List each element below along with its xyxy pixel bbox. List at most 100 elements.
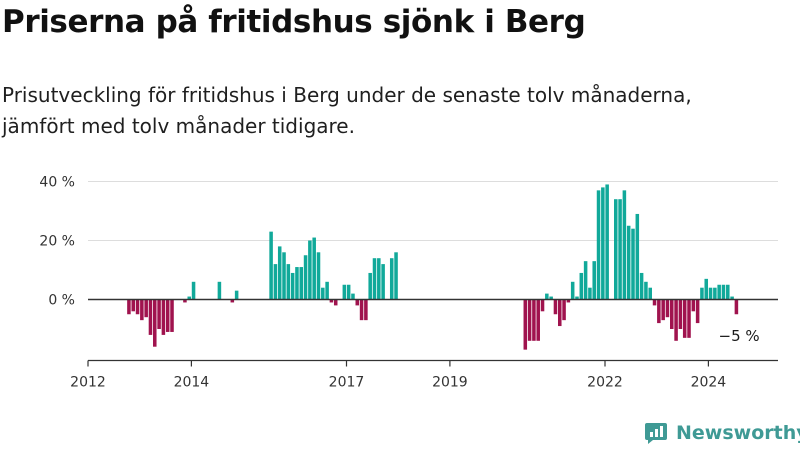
bar (127, 299, 131, 315)
bar (368, 272, 372, 300)
bar (290, 272, 295, 300)
bar (523, 299, 528, 350)
bar (665, 299, 670, 318)
bar (131, 299, 135, 312)
bar (230, 299, 235, 303)
bar (532, 299, 536, 341)
bar (674, 299, 678, 341)
bar (527, 299, 532, 341)
bar (558, 299, 562, 327)
bar (700, 287, 704, 300)
bar (549, 296, 553, 300)
chart-subtitle: Prisutveckling för fritidshus i Berg und… (2, 80, 792, 142)
bar (372, 258, 377, 300)
bar (545, 293, 549, 300)
bar (648, 287, 652, 300)
bar (583, 261, 588, 300)
bar (303, 255, 308, 300)
bar (217, 281, 222, 300)
bar (575, 296, 579, 300)
bar (588, 287, 592, 300)
bar (364, 299, 368, 321)
bar (601, 187, 605, 300)
bar (333, 299, 338, 306)
subtitle-line-1: Prisutveckling för fritidshus i Berg und… (2, 83, 692, 107)
bar (170, 299, 174, 332)
bar (394, 252, 398, 300)
bar (325, 281, 329, 300)
newsworthy-logo-icon (645, 423, 667, 444)
y-tick-label: 40 % (39, 175, 75, 191)
x-tick-label: 2017 (329, 375, 365, 391)
bar (622, 190, 627, 300)
bar (312, 237, 316, 300)
bar (713, 287, 717, 300)
bar (618, 199, 622, 300)
bar (596, 190, 601, 300)
x-tick-label: 2024 (691, 375, 727, 391)
bar (389, 258, 394, 300)
bar (678, 299, 683, 329)
bar (351, 293, 355, 300)
bar (717, 284, 721, 300)
bar (734, 299, 739, 315)
bar (148, 299, 153, 335)
bar (726, 284, 730, 300)
bar (377, 258, 381, 300)
bar (566, 299, 571, 303)
bar (135, 299, 140, 315)
bar (553, 299, 558, 315)
x-tick-label: 2022 (587, 375, 623, 391)
bar (708, 287, 713, 300)
bar (161, 299, 166, 335)
bar (277, 246, 282, 300)
bar (695, 299, 700, 324)
bar (661, 299, 665, 321)
x-tick-label: 2014 (174, 375, 210, 391)
bar (687, 299, 691, 338)
x-tick-label: 2012 (70, 375, 106, 391)
bar (316, 252, 321, 300)
bar (144, 299, 148, 318)
bar (730, 296, 734, 300)
bar (183, 299, 187, 303)
bar (592, 261, 596, 300)
bar (286, 264, 291, 300)
bar (540, 299, 545, 312)
bar (626, 225, 631, 300)
bar (639, 272, 644, 300)
subtitle-line-2: jämfört med tolv månader tidigare. (2, 114, 355, 138)
bar (191, 281, 196, 300)
bar (657, 299, 661, 324)
bar (308, 240, 312, 300)
bar (234, 290, 239, 300)
bar (614, 199, 618, 300)
y-tick-label: 20 % (39, 234, 75, 250)
bar (157, 299, 161, 329)
bar (691, 299, 696, 312)
x-tick-label: 2019 (432, 375, 468, 391)
y-tick-label: 0 % (48, 293, 75, 309)
bar (579, 272, 584, 300)
bar (652, 299, 657, 306)
bar (359, 299, 364, 321)
bar (187, 296, 192, 300)
bar (342, 284, 347, 300)
bar (299, 267, 304, 300)
bar (644, 281, 648, 300)
bar (355, 299, 360, 306)
bar (381, 264, 385, 300)
bar (631, 228, 635, 300)
chart-title: Priserna på fritidshus sjönk i Berg (2, 4, 586, 40)
bar (605, 184, 609, 300)
bar (346, 284, 351, 300)
bar (153, 299, 157, 347)
bar (321, 287, 325, 300)
bar (635, 213, 640, 300)
bar (282, 252, 286, 300)
bar-chart: 40 % 20 % 0 % 2012 2014 2017 2019 2022 2024 −5 % (39, 175, 778, 391)
bar (329, 299, 334, 303)
bar (295, 267, 299, 300)
brand-logo: Newsworthy (644, 420, 800, 446)
brand-name: Newsworthy (676, 422, 800, 444)
